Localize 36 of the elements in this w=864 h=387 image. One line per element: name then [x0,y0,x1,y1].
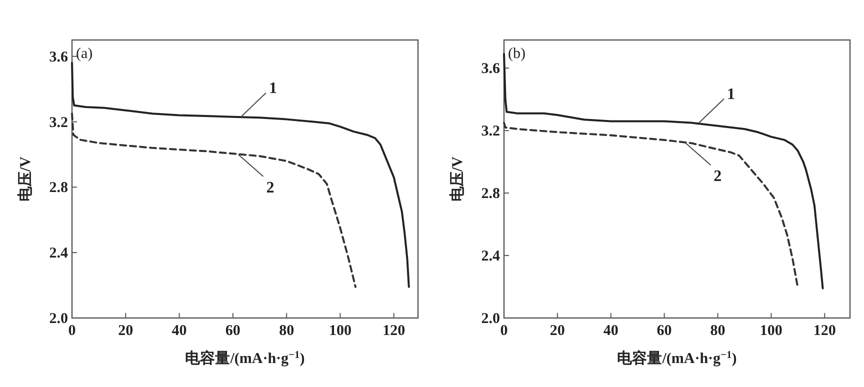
y-tick-label: 2.0 [481,311,500,327]
line-series [71,62,410,288]
y-axis-title: 电压/V [17,156,34,202]
annotation: (a) [76,46,93,62]
x-tick-label: 120 [382,323,406,339]
y-tick-label: 3.6 [481,61,500,78]
x-axis-title: 电容量/(mA·h·g$^{−1}$) [617,349,737,367]
y-tick-label: 2.8 [481,186,500,202]
y-tick-label: 2.0 [49,311,68,327]
x-tick-label: 60 [225,323,240,339]
x-tick-label: 40 [172,323,187,339]
x-axis-title: 电容量/(mA·h·g$^{−1}$) [185,349,305,367]
y-tick-label: 2.8 [49,180,68,196]
y-tick-label: 2.4 [49,246,68,262]
x-tick-label: 0 [68,323,76,339]
x-tick-label: 20 [118,323,134,339]
annotation: (b) [508,46,526,62]
x-tick-label: 100 [328,323,352,339]
y-tick-label: 3.6 [49,49,68,66]
x-tick-label: 20 [550,323,565,339]
x-tick-label: 120 [813,323,836,339]
x-tick-label: 100 [760,323,782,339]
x-tick-label: 0 [500,323,508,339]
y-tick-label: 3.2 [49,114,68,131]
x-tick-label: 80 [710,323,726,339]
y-tick-label: 3.2 [481,124,500,140]
x-tick-label: 80 [279,323,294,339]
line-series [71,112,357,288]
annotation: 2 [266,179,274,196]
y-tick-label: 2.4 [481,248,500,265]
x-tick-label: 60 [656,323,672,339]
annotation: 1 [268,80,277,97]
y-axis-title: 电压/V [449,156,466,202]
annotation: 1 [727,86,736,103]
x-tick-label: 40 [603,323,618,339]
annotation: 2 [714,168,722,186]
